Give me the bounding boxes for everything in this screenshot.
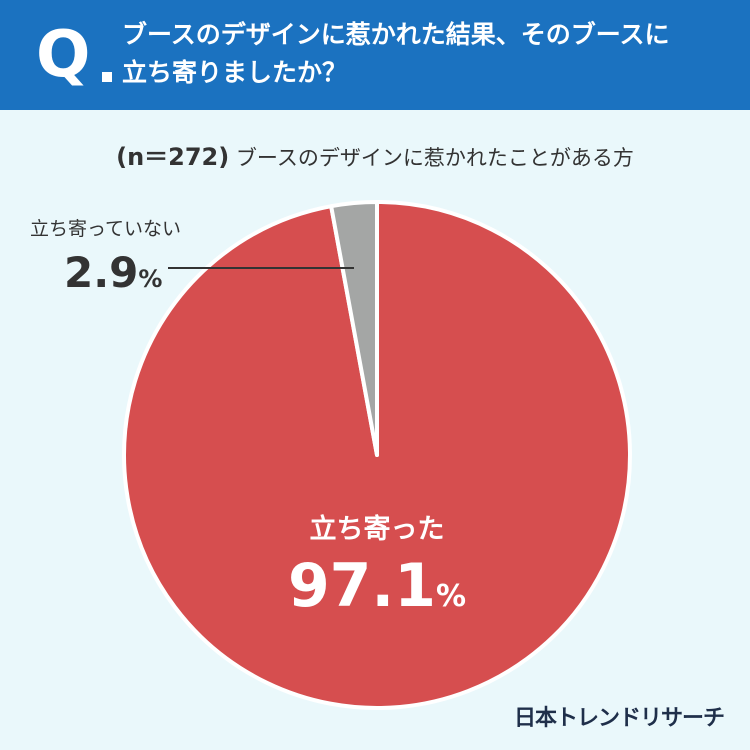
slice-not-visited — [329, 200, 379, 457]
chart-subtitle: (n＝272) ブースのデザインに惹かれたことがある方 — [0, 142, 750, 173]
q-dot — [102, 72, 112, 82]
respondent-description: ブースのデザインに惹かれたことがある方 — [235, 146, 634, 170]
question-header: Q ブースのデザインに惹かれた結果、そのブースに 立ち寄りましたか？ — [0, 0, 750, 110]
q-mark: Q — [36, 18, 91, 92]
pie-slices — [122, 200, 632, 710]
slice-value-visited: 97.1% — [288, 551, 466, 621]
brand-logo: 日本トレンドリサーチ — [513, 706, 725, 731]
question-line-1: ブースのデザインに惹かれた結果、そのブースに — [122, 20, 670, 49]
question-text: ブースのデザインに惹かれた結果、そのブースに 立ち寄りましたか？ — [122, 16, 732, 92]
slice-label-not-visited: 立ち寄っていない — [30, 218, 181, 240]
slice-label-visited: 立ち寄った — [310, 513, 445, 545]
pie-labels: 立ち寄った 97.1% 立ち寄っていない 2.9% — [30, 218, 466, 621]
slice-value-not-visited: 2.9% — [64, 248, 162, 297]
question-line-2: 立ち寄りましたか？ — [122, 58, 348, 87]
sample-size: (n＝272) — [116, 143, 230, 171]
